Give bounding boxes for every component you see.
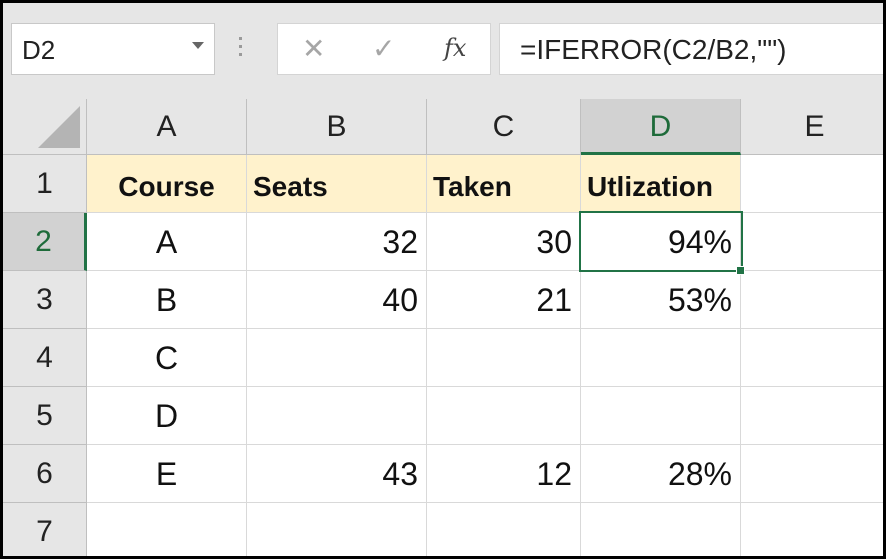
column-header-a[interactable]: A [87, 99, 247, 155]
drag-handle-icon[interactable] [239, 37, 243, 61]
chevron-down-icon[interactable] [192, 42, 204, 49]
cell-e2[interactable] [741, 213, 883, 271]
cell-e3[interactable] [741, 271, 883, 329]
cell-b4[interactable] [247, 329, 427, 387]
cell-a2[interactable]: A [87, 213, 247, 271]
cell-b5[interactable] [247, 387, 427, 445]
cell-c3[interactable]: 21 [427, 271, 581, 329]
cell-a1[interactable]: Course [87, 155, 247, 213]
cell-e6[interactable] [741, 445, 883, 503]
formula-buttons: ✕ ✓ fx [277, 23, 491, 75]
cell-c2[interactable]: 30 [427, 213, 581, 271]
column-header-c[interactable]: C [427, 99, 581, 155]
worksheet-grid: A B C D E 1 2 3 4 5 6 7 Course Seats Tak… [3, 99, 883, 556]
fill-handle[interactable] [736, 266, 745, 275]
cell-c4[interactable] [427, 329, 581, 387]
cell-b6[interactable]: 43 [247, 445, 427, 503]
cell-d2[interactable]: 94% [581, 213, 741, 271]
cell-e4[interactable] [741, 329, 883, 387]
cell-d5[interactable] [581, 387, 741, 445]
row-header-7[interactable]: 7 [3, 503, 87, 556]
cell-a7[interactable] [87, 503, 247, 556]
select-all-icon [38, 106, 80, 148]
row-header-6[interactable]: 6 [3, 445, 87, 503]
cell-a5[interactable]: D [87, 387, 247, 445]
cell-c5[interactable] [427, 387, 581, 445]
row-header-1[interactable]: 1 [3, 155, 87, 213]
column-header-b[interactable]: B [247, 99, 427, 155]
cell-d6[interactable]: 28% [581, 445, 741, 503]
cell-b7[interactable] [247, 503, 427, 556]
row-header-5[interactable]: 5 [3, 387, 87, 445]
cell-e1[interactable] [741, 155, 883, 213]
cell-a6[interactable]: E [87, 445, 247, 503]
cell-b3[interactable]: 40 [247, 271, 427, 329]
select-all-button[interactable] [3, 99, 87, 155]
cell-e7[interactable] [741, 503, 883, 556]
row-header-2[interactable]: 2 [3, 213, 87, 271]
cell-c1[interactable]: Taken [427, 155, 581, 213]
enter-icon[interactable]: ✓ [372, 33, 396, 64]
insert-function-icon[interactable]: fx [444, 34, 467, 62]
row-header-3[interactable]: 3 [3, 271, 87, 329]
name-box[interactable]: D2 [11, 23, 215, 75]
cell-c7[interactable] [427, 503, 581, 556]
cell-d4[interactable] [581, 329, 741, 387]
row-header-4[interactable]: 4 [3, 329, 87, 387]
formula-bar-area: D2 ✕ ✓ fx =IFERROR(C2/B2,"") [3, 3, 883, 99]
cancel-icon[interactable]: ✕ [302, 33, 326, 64]
cell-e5[interactable] [741, 387, 883, 445]
cell-d7[interactable] [581, 503, 741, 556]
cell-b1[interactable]: Seats [247, 155, 427, 213]
cell-b2[interactable]: 32 [247, 213, 427, 271]
cell-c6[interactable]: 12 [427, 445, 581, 503]
cell-d3[interactable]: 53% [581, 271, 741, 329]
formula-text: =IFERROR(C2/B2,"") [520, 34, 787, 65]
name-box-value: D2 [22, 35, 56, 65]
formula-input[interactable]: =IFERROR(C2/B2,"") [499, 23, 883, 75]
column-header-e[interactable]: E [741, 99, 883, 155]
column-header-d[interactable]: D [581, 99, 741, 155]
cell-a4[interactable]: C [87, 329, 247, 387]
cell-a3[interactable]: B [87, 271, 247, 329]
cell-d1[interactable]: Utlization [581, 155, 741, 213]
